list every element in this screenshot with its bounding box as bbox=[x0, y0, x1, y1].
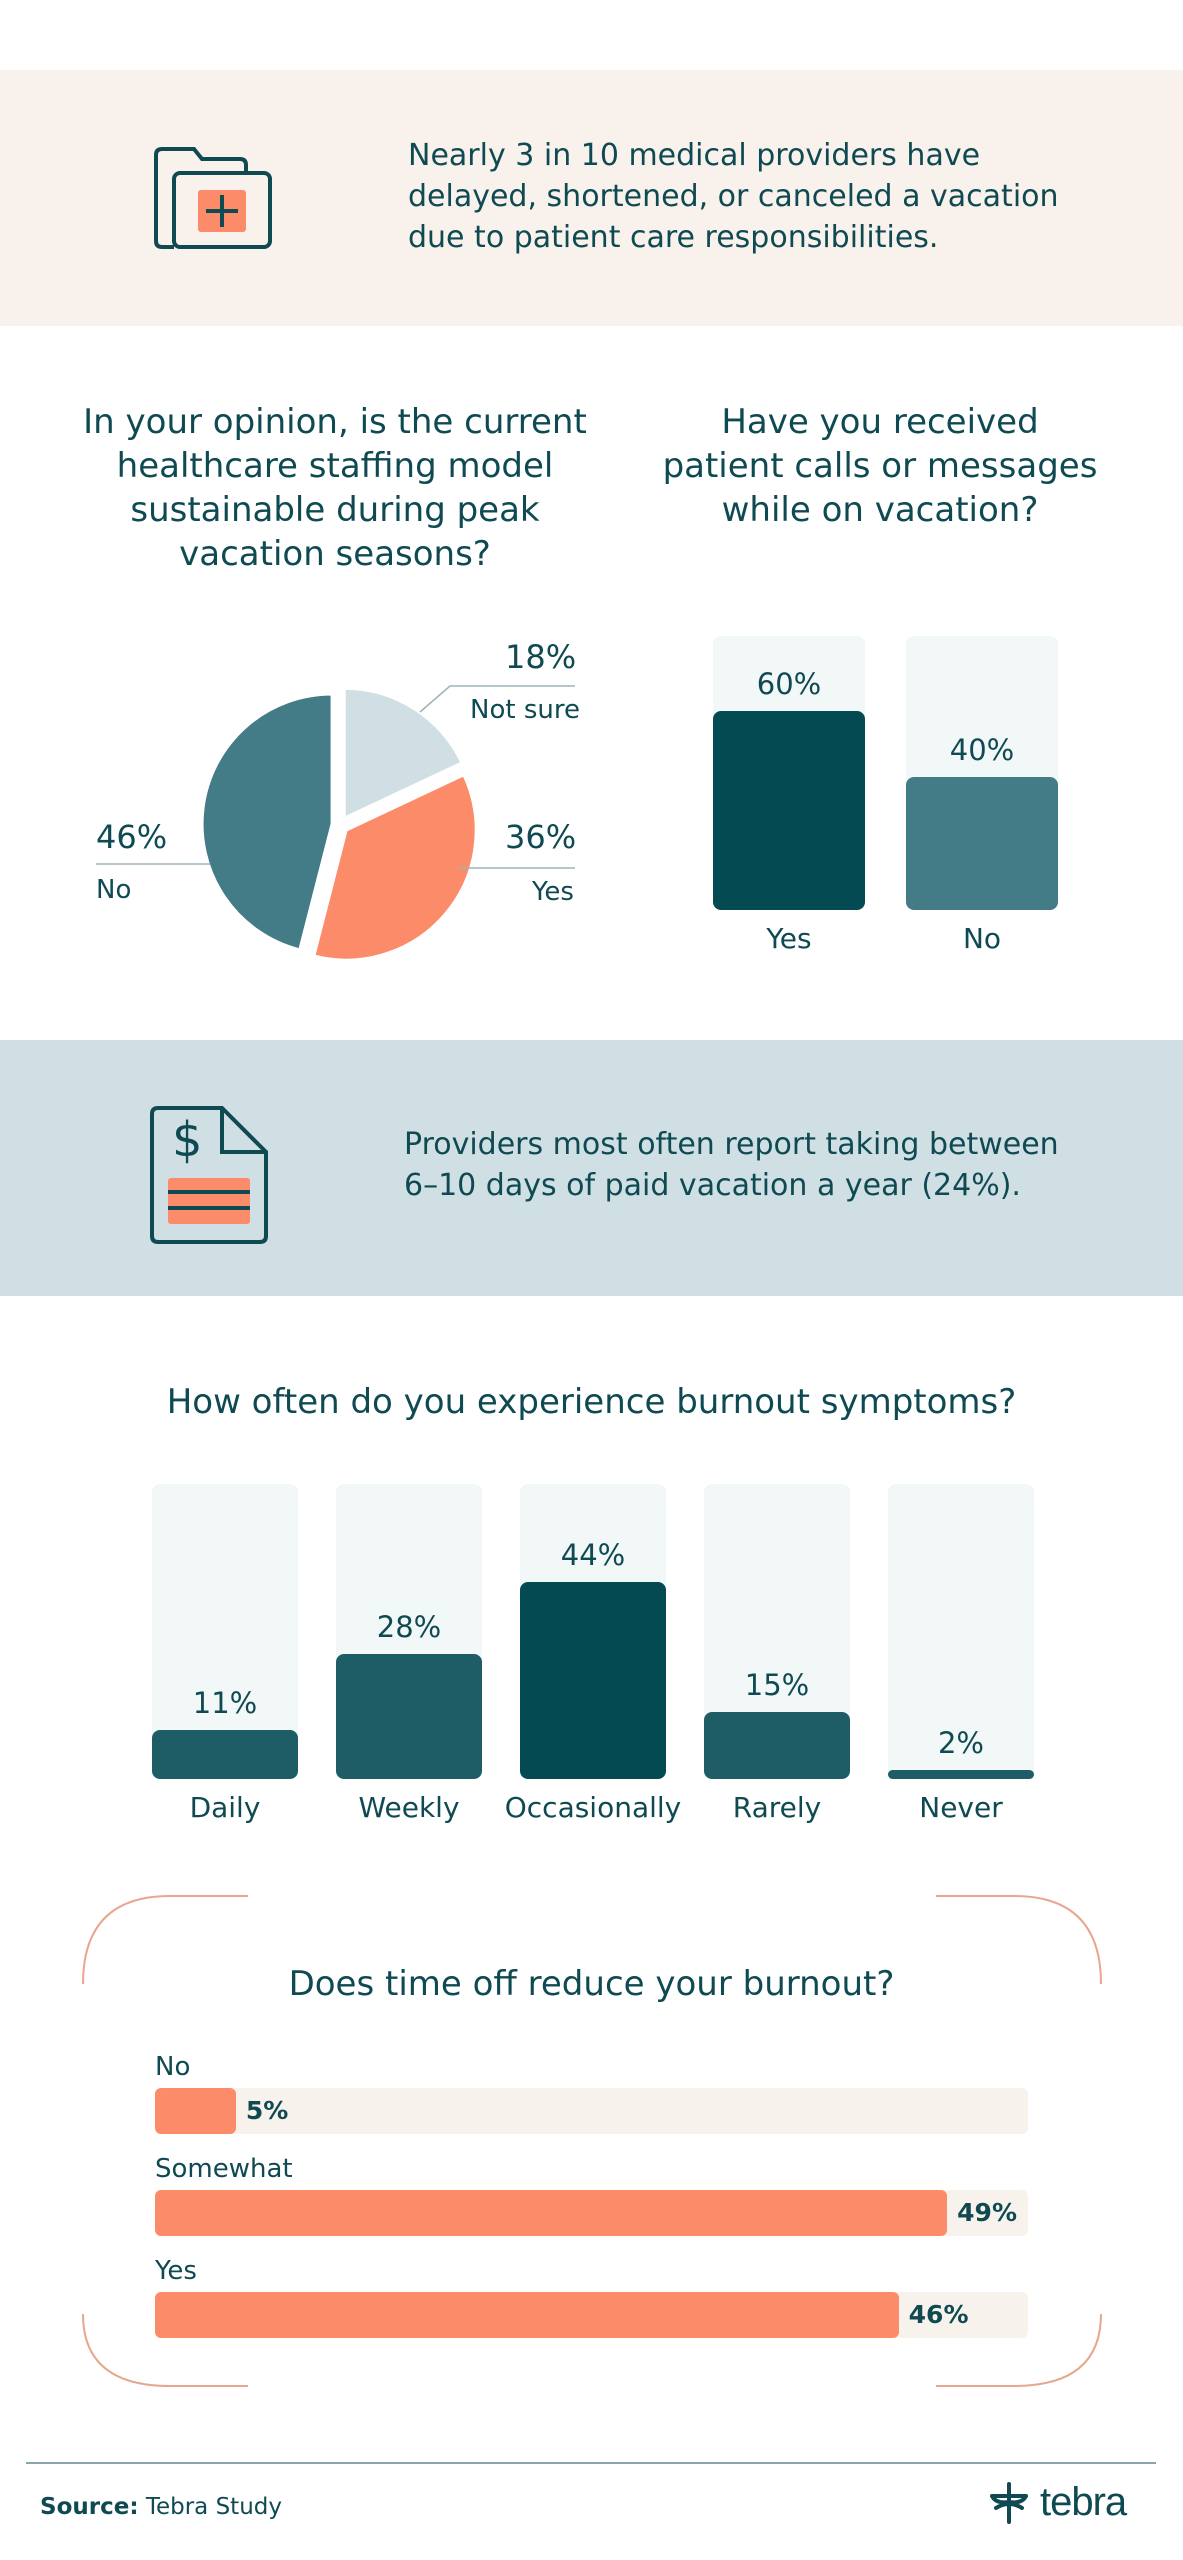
callout-band-paid-vacation bbox=[0, 1040, 1183, 1296]
hbar-yes bbox=[155, 2292, 899, 2338]
callout-vacation-text: Nearly 3 in 10 medical providers have de… bbox=[408, 135, 1059, 258]
bar-rarely bbox=[704, 1711, 850, 1779]
timeoff-frame bbox=[82, 1895, 1102, 2387]
callout-band-vacation bbox=[0, 70, 1183, 326]
bar-never bbox=[888, 1770, 1034, 1779]
hbar-track bbox=[155, 2088, 1028, 2134]
pie-slice-yes bbox=[312, 772, 478, 962]
tebra-logo-text: tebra bbox=[1040, 2480, 1127, 2524]
callout-paid-vacation-text: Providers most often report taking betwe… bbox=[404, 1124, 1059, 1206]
pie-question-line: In your opinion, is the current bbox=[83, 402, 587, 442]
hbar-value-label: 49% bbox=[957, 2198, 1017, 2227]
callout-vacation-line: due to patient care responsibilities. bbox=[408, 220, 939, 255]
bar-value-label: 40% bbox=[949, 733, 1015, 768]
bar-track bbox=[888, 1484, 1034, 1779]
bar-category-label: No bbox=[962, 922, 1002, 955]
callout-paid-vacation-line: 6–10 days of paid vacation a year (24%). bbox=[404, 1168, 1021, 1203]
bar-no bbox=[906, 777, 1058, 910]
pie-label-no-name: No bbox=[96, 875, 132, 905]
pie-question-line: sustainable during peak bbox=[130, 490, 540, 530]
bar-category-label: Daily bbox=[189, 1791, 261, 1824]
bar-category-label: Occasionally bbox=[504, 1791, 682, 1824]
footer-divider bbox=[26, 2462, 1156, 2464]
pie-slice-not-sure bbox=[342, 686, 464, 821]
tebra-logo-icon bbox=[990, 2482, 1028, 2524]
hbar-value-label: 5% bbox=[245, 2096, 289, 2125]
pie-leader-line-notsure bbox=[419, 685, 575, 713]
svg-text:$: $ bbox=[172, 1112, 203, 1168]
pie-question-line: vacation seasons? bbox=[179, 534, 491, 574]
calls-question-title: Have you received patient calls or messa… bbox=[640, 400, 1120, 532]
pie-label-yes-pct: 36% bbox=[505, 818, 577, 856]
calls-question-line: Have you received bbox=[721, 402, 1039, 442]
dollar-document-icon: $ bbox=[150, 1106, 268, 1244]
bar-category-label: Yes bbox=[766, 922, 812, 955]
bar-yes bbox=[713, 710, 865, 910]
hbar-category-label: Somewhat bbox=[155, 2154, 293, 2184]
pie-label-notsure-name: Not sure bbox=[470, 695, 580, 725]
timeoff-question-title: Does time off reduce your burnout? bbox=[288, 1964, 895, 2004]
bar-value-label: 2% bbox=[937, 1726, 984, 1761]
hbar-value-label: 46% bbox=[908, 2300, 969, 2329]
source-text: Tebra Study bbox=[145, 2494, 282, 2520]
calls-question-line: while on vacation? bbox=[721, 490, 1039, 530]
calls-question-line: patient calls or messages bbox=[662, 446, 1098, 486]
pie-question-line: healthcare staffing model bbox=[116, 446, 554, 486]
bar-value-label: 60% bbox=[756, 666, 822, 701]
hbar-no bbox=[155, 2088, 236, 2134]
bar-weekly bbox=[336, 1653, 482, 1779]
bar-category-label: Weekly bbox=[358, 1791, 460, 1824]
pie-chart bbox=[96, 685, 575, 962]
bar-value-label: 15% bbox=[744, 1667, 810, 1702]
hbar-category-label: Yes bbox=[155, 2256, 197, 2286]
burnout-question-title: How often do you experience burnout symp… bbox=[166, 1382, 1017, 1422]
bar-value-label: 44% bbox=[560, 1538, 626, 1573]
bar-occasionally bbox=[520, 1582, 666, 1779]
pie-label-yes-name: Yes bbox=[532, 877, 574, 907]
pie-slice-no bbox=[200, 692, 334, 952]
bar-category-label: Never bbox=[919, 1791, 1003, 1824]
source-label: Source: bbox=[40, 2494, 139, 2520]
bar-category-label: Rarely bbox=[732, 1791, 822, 1824]
hbar-category-label: No bbox=[155, 2052, 191, 2082]
bar-value-label: 28% bbox=[376, 1609, 442, 1644]
callout-vacation-line: Nearly 3 in 10 medical providers have bbox=[408, 138, 981, 173]
source-note: Source: Tebra Study bbox=[40, 2494, 282, 2520]
callout-vacation-line: delayed, shortened, or canceled a vacati… bbox=[408, 179, 1059, 214]
pie-label-notsure-pct: 18% bbox=[505, 638, 577, 676]
callout-paid-vacation-line: Providers most often report taking betwe… bbox=[404, 1127, 1059, 1162]
bar-value-label: 11% bbox=[192, 1685, 258, 1720]
medical-folder-icon bbox=[154, 147, 272, 249]
bar-daily bbox=[152, 1729, 298, 1779]
hbar-somewhat bbox=[155, 2190, 948, 2236]
pie-label-no-pct: 46% bbox=[96, 818, 168, 856]
pie-question-title: In your opinion, is the current healthca… bbox=[60, 400, 610, 576]
